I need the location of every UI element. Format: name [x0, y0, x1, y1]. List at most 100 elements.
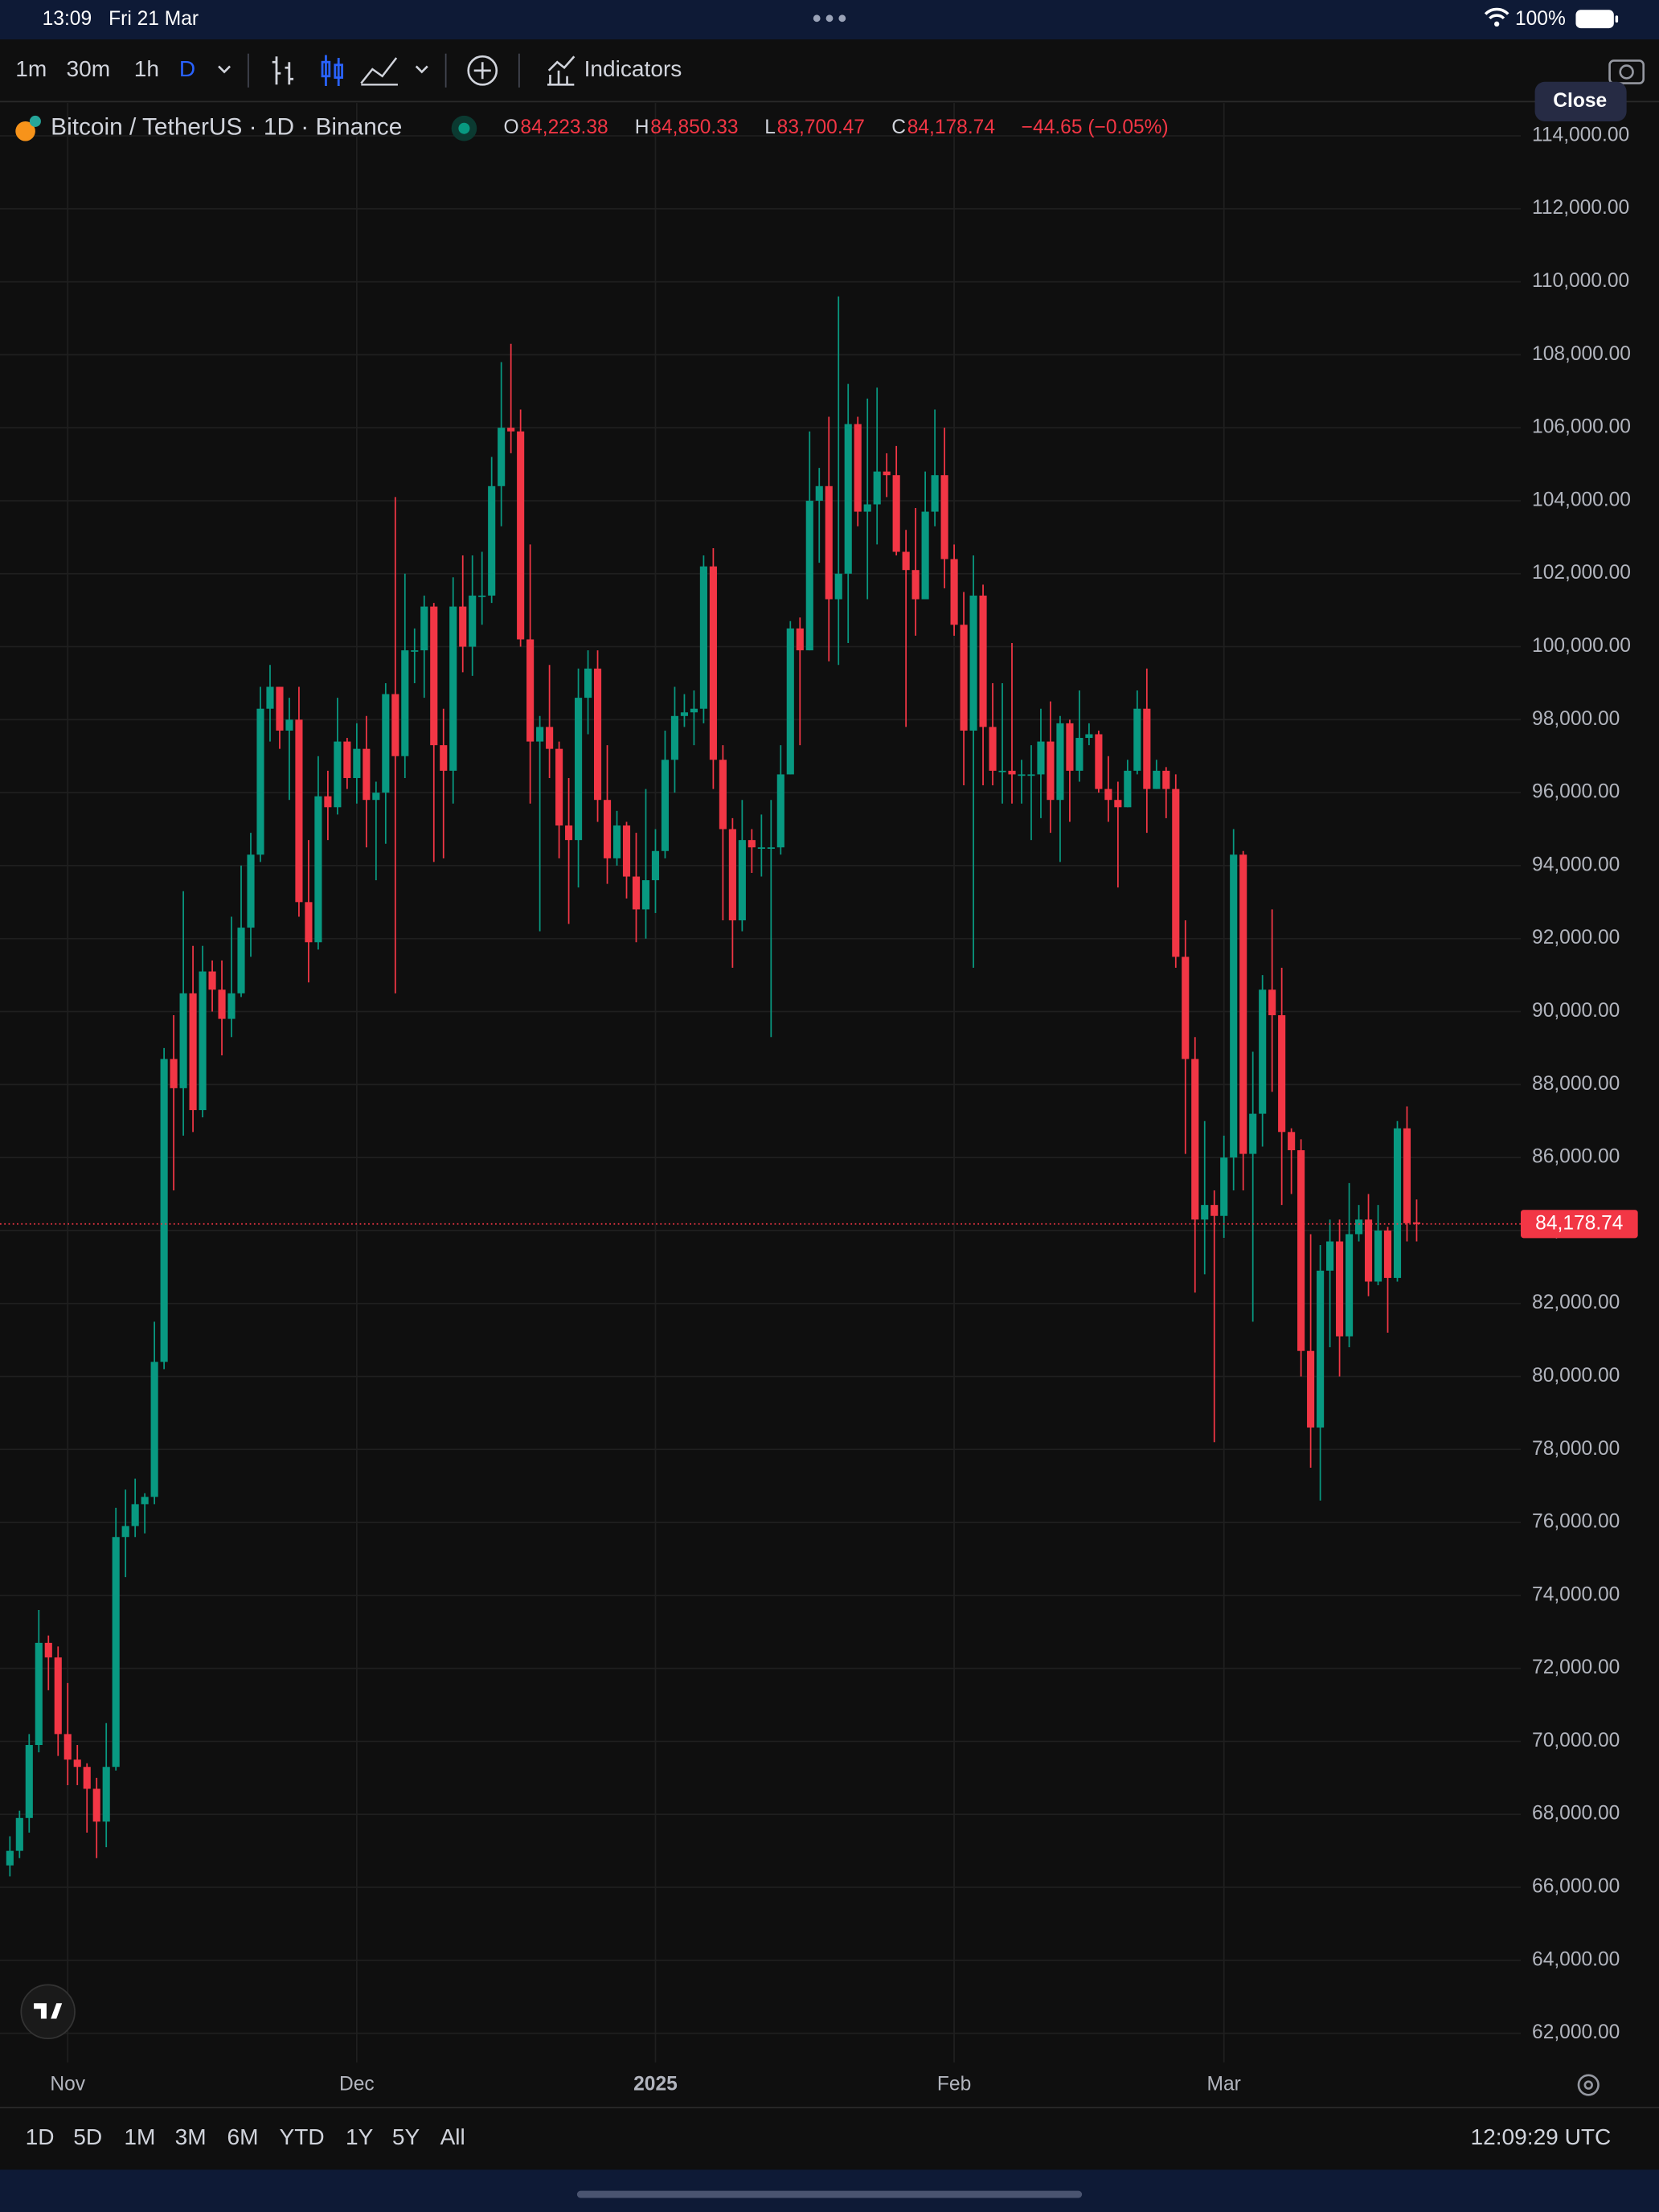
candle-body	[902, 551, 910, 571]
range-button[interactable]: 1M	[124, 2124, 155, 2149]
last-price-badge	[1521, 1210, 1638, 1239]
interval-button[interactable]: 1h	[134, 56, 159, 81]
candle-body	[6, 1850, 14, 1866]
range-group: 1D 5D 1M 3M 6M YTD 1Y 5Y All	[26, 2124, 465, 2149]
interval-button[interactable]: 1m	[15, 56, 47, 81]
candle-body	[1268, 989, 1276, 1016]
candle-body	[844, 424, 852, 574]
candle-body	[1027, 774, 1035, 776]
candle-body	[670, 715, 679, 760]
indicators-button[interactable]: Indicators	[584, 56, 682, 81]
last-price-label: 84,178.74	[1535, 1212, 1623, 1234]
range-button[interactable]: 5D	[73, 2124, 102, 2149]
bars-icon[interactable]	[272, 56, 294, 85]
candle-body	[401, 650, 409, 756]
candles-icon[interactable]	[321, 55, 344, 87]
candle-body	[324, 796, 332, 808]
candle-body	[690, 708, 698, 713]
candle-body	[825, 485, 833, 600]
y-tick-label: 90,000.00	[1532, 1000, 1620, 1022]
candle-body	[979, 595, 987, 727]
home-area	[0, 2169, 1659, 2212]
candle-body	[883, 471, 891, 476]
candle-body	[931, 475, 939, 512]
candle-body	[1326, 1241, 1334, 1271]
candle-body	[555, 748, 563, 825]
settings-button[interactable]	[1577, 2074, 1600, 2096]
candle-body	[44, 1642, 52, 1658]
candle-body	[1056, 723, 1064, 801]
candle-body	[748, 840, 756, 848]
candle-body	[709, 566, 717, 760]
candle-body	[15, 1817, 23, 1851]
interval-button[interactable]: 30m	[66, 56, 110, 81]
area-icon[interactable]	[360, 57, 398, 86]
y-tick-label: 86,000.00	[1532, 1146, 1620, 1168]
candle-body	[767, 847, 775, 849]
range-button[interactable]: 6M	[227, 2124, 259, 2149]
candle-body	[92, 1788, 100, 1822]
candle-body	[526, 639, 535, 742]
home-indicator[interactable]	[576, 2190, 1083, 2198]
candle-body	[25, 1745, 33, 1818]
y-tick-label: 66,000.00	[1532, 1876, 1620, 1898]
y-tick-label: 100,000.00	[1532, 635, 1631, 657]
y-tick-label: 96,000.00	[1532, 781, 1620, 803]
indicators-icon[interactable]	[547, 55, 576, 86]
candle-body	[488, 485, 496, 596]
ohlc-legend: O 84,223.38 H 84,850.33 L 83,700.47 C 84,178.74	[504, 117, 995, 138]
candle-body	[921, 511, 929, 600]
interval-button[interactable]: D	[179, 56, 195, 81]
candle-body	[680, 712, 688, 716]
range-button[interactable]: All	[440, 2124, 465, 2149]
battery-tip	[1615, 15, 1619, 23]
symbol-icon-badge	[29, 115, 41, 127]
battery-icon	[1575, 10, 1614, 29]
candle-body	[1249, 1113, 1257, 1154]
candle-body	[1095, 734, 1103, 789]
y-tick-label: 106,000.00	[1532, 416, 1631, 438]
candle-body	[911, 570, 920, 600]
candle-body	[1018, 774, 1026, 776]
candle-body	[498, 428, 506, 486]
candle-body	[237, 928, 245, 993]
candle-body	[834, 573, 842, 600]
clock: 12:09:29 UTC	[1471, 2124, 1612, 2149]
range-button[interactable]: 5Y	[392, 2124, 420, 2149]
add-button[interactable]	[467, 55, 498, 86]
symbol-icon	[15, 121, 35, 141]
chart-type-chevron[interactable]	[415, 65, 428, 74]
candle-body	[786, 628, 794, 775]
candle-body	[575, 698, 583, 841]
snapshot-button[interactable]	[1608, 59, 1645, 84]
range-button[interactable]: YTD	[280, 2124, 325, 2149]
wifi-icon	[1484, 7, 1509, 20]
candle-body	[940, 475, 948, 559]
y-tick-label: 80,000.00	[1532, 1365, 1620, 1387]
candle-body	[661, 760, 670, 851]
candle-body	[536, 727, 544, 742]
candle-body	[160, 1059, 168, 1362]
candle-body	[565, 825, 573, 841]
range-button[interactable]: 3M	[175, 2124, 207, 2149]
close-button[interactable]	[1534, 81, 1627, 121]
candle-body	[372, 793, 380, 801]
candle-body	[1133, 708, 1141, 771]
candle-body	[998, 770, 1006, 772]
candle-body	[796, 628, 804, 651]
interval-group: 1m 30m 1h D	[15, 56, 195, 81]
range-button[interactable]: 1D	[26, 2124, 55, 2149]
y-tick-label: 108,000.00	[1532, 343, 1631, 365]
range-button[interactable]: 1Y	[346, 2124, 374, 2149]
close-label[interactable]: Close	[1553, 90, 1607, 112]
candle-body	[1307, 1350, 1315, 1428]
interval-chevron[interactable]	[218, 65, 231, 74]
candle-body	[63, 1734, 72, 1760]
candle-body	[353, 748, 361, 778]
tv-logo[interactable]	[20, 1984, 76, 2039]
candle-body	[1075, 738, 1083, 771]
battery-level: 100%	[1515, 8, 1566, 30]
legend-key: H	[635, 117, 649, 138]
candle-body	[1393, 1128, 1402, 1278]
